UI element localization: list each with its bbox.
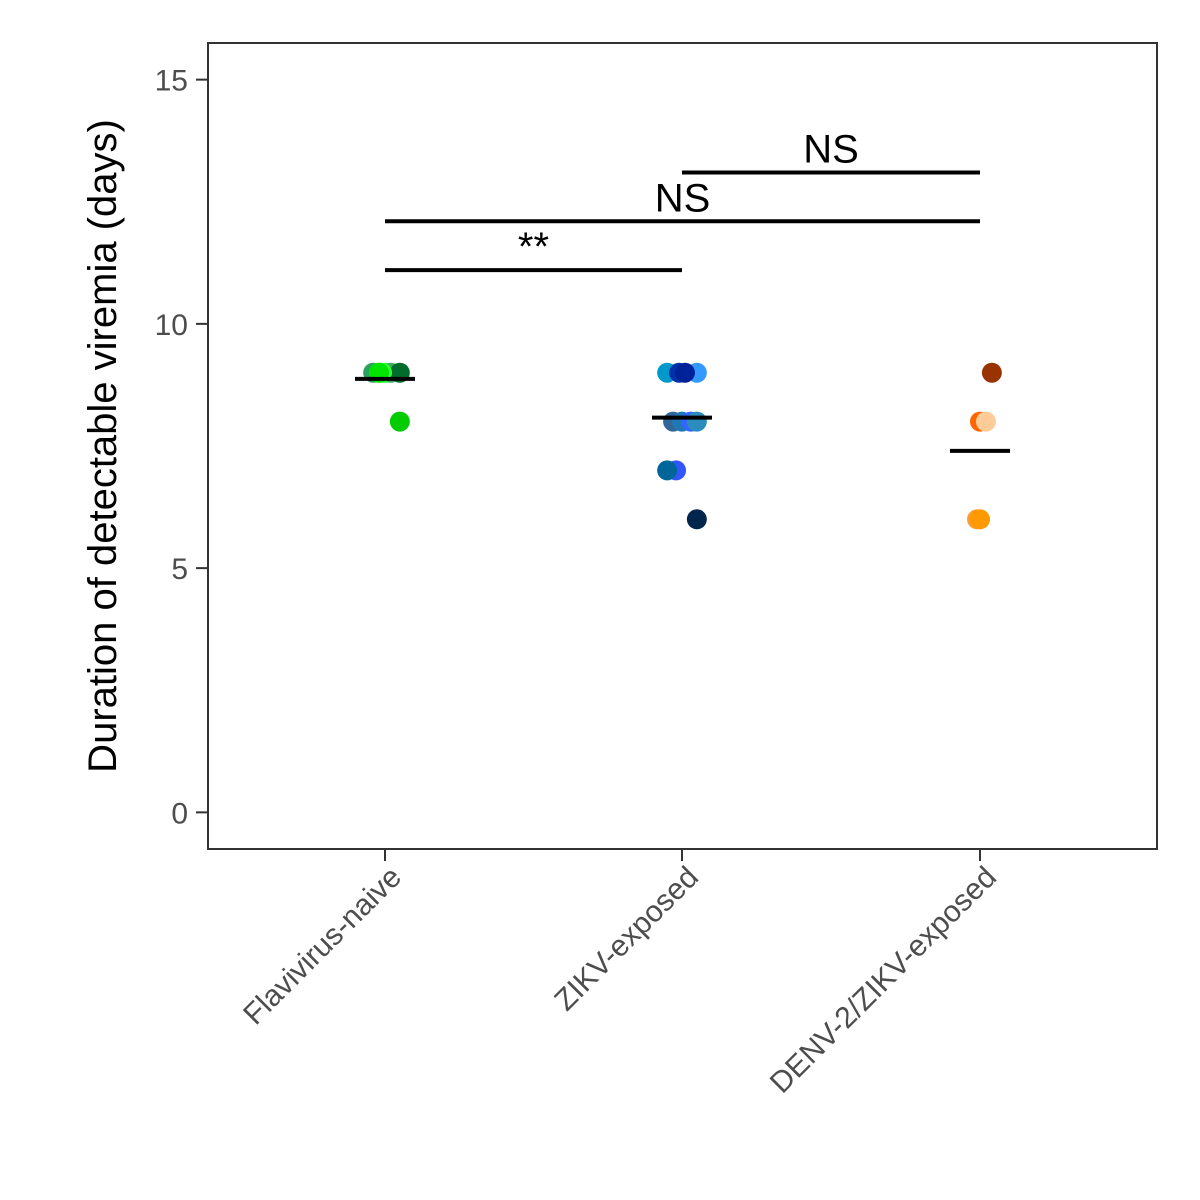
data-point: [970, 509, 990, 530]
data-point: [389, 411, 410, 432]
data-point: [686, 411, 707, 432]
data-point: [981, 362, 1002, 383]
y-axis-title: Duration of detectable viremia (days): [81, 119, 125, 773]
y-tick-label: 10: [155, 309, 188, 342]
data-point: [975, 411, 996, 432]
significance-label: NS: [655, 176, 711, 220]
mean-lines: [355, 376, 1010, 453]
y-axis: 0 5 10 15: [155, 65, 208, 830]
plot-panel: [207, 42, 1158, 850]
data-point: [657, 460, 678, 481]
y-tick-label: 15: [155, 65, 188, 98]
significance-label: **: [518, 225, 549, 269]
significance-annotations: ** NS NS: [385, 127, 980, 273]
data-point: [686, 509, 707, 530]
y-tick-label: 5: [171, 553, 188, 586]
y-tick-label: 0: [171, 797, 188, 830]
significance-label: NS: [803, 127, 859, 171]
data-point: [674, 362, 695, 383]
